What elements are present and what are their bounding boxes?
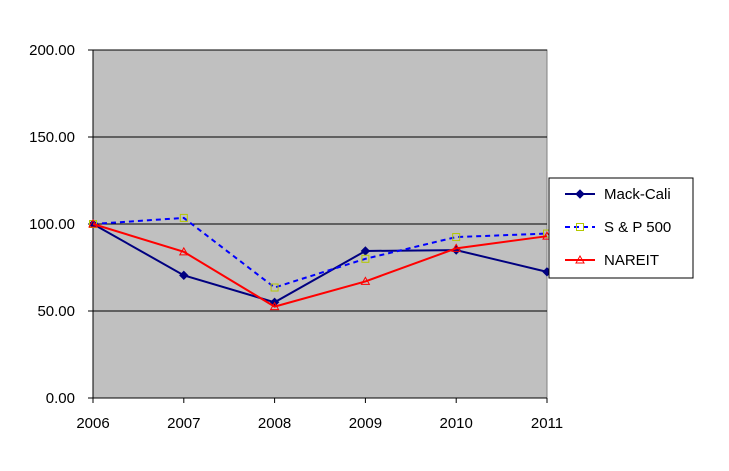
legend: Mack-Cali S & P 500 NAREIT bbox=[548, 177, 694, 279]
x-tick-label: 2006 bbox=[76, 415, 109, 432]
data-point bbox=[451, 243, 462, 252]
data-point bbox=[88, 218, 98, 228]
x-tick-label: 2010 bbox=[440, 415, 473, 432]
legend-marker bbox=[575, 189, 585, 199]
data-point bbox=[360, 276, 371, 285]
x-tick-label: 2007 bbox=[167, 415, 200, 432]
data-point bbox=[178, 246, 189, 256]
series-line-2 bbox=[92, 223, 548, 308]
data-point bbox=[269, 301, 280, 311]
gridlines bbox=[93, 49, 547, 312]
legend-label: Mack-Cali bbox=[604, 186, 671, 203]
x-tick-label: 2011 bbox=[531, 415, 563, 432]
y-tick-label: 150.00 bbox=[29, 129, 75, 146]
data-point bbox=[179, 213, 188, 222]
y-tick-label: 100.00 bbox=[29, 216, 75, 233]
legend-marker bbox=[576, 223, 584, 231]
data-point bbox=[361, 254, 370, 263]
legend-label: NAREIT bbox=[604, 252, 659, 269]
axes: 0.00 50.00 100.00 150.00 200.00 2006 2007 2008 2… bbox=[29, 42, 563, 432]
data-point bbox=[452, 233, 461, 242]
y-tick-label: 200.00 bbox=[29, 42, 75, 59]
series-line-1 bbox=[92, 216, 548, 289]
legend-marker bbox=[575, 254, 585, 264]
data-point bbox=[179, 270, 189, 281]
legend-label: S & P 500 bbox=[604, 219, 671, 236]
x-tick-label: 2009 bbox=[349, 415, 382, 432]
x-tick-label: 2008 bbox=[258, 415, 291, 432]
y-tick-label: 50.00 bbox=[37, 303, 75, 320]
y-tick-label: 0.00 bbox=[46, 390, 75, 407]
series-line-0 bbox=[92, 223, 548, 304]
data-point bbox=[270, 283, 279, 292]
series-lines bbox=[88, 213, 552, 311]
